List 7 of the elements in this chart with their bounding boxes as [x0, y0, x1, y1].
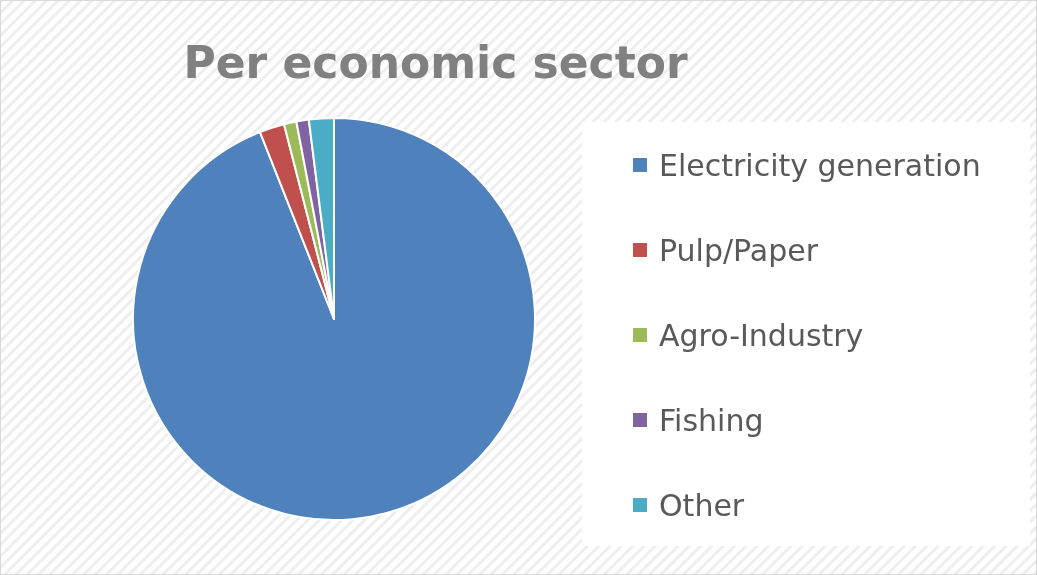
legend-label: Agro-Industry [659, 317, 864, 353]
pie-slice [132, 117, 536, 521]
legend-label: Fishing [659, 402, 764, 438]
legend-label: Pulp/Paper [659, 232, 819, 268]
legend-label: Other [659, 487, 745, 523]
chart-title: Per economic sector [183, 37, 688, 88]
legend-label: Electricity generation [659, 147, 981, 183]
